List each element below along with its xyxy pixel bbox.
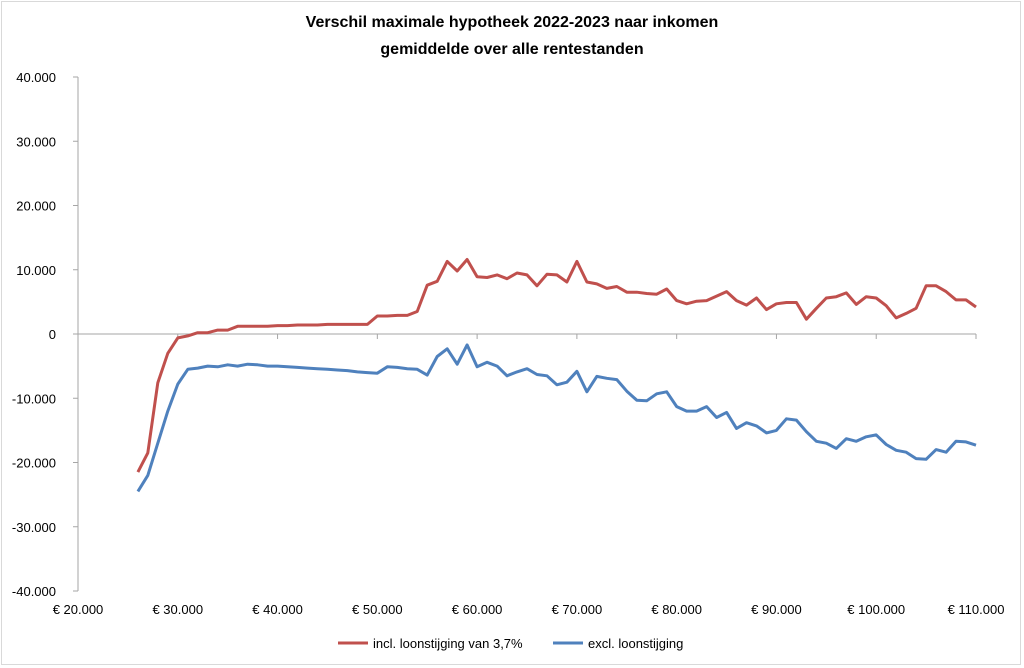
x-tick-label: € 70.000 [552, 602, 603, 617]
x-tick-label: € 20.000 [53, 602, 104, 617]
legend-label: excl. loonstijging [588, 636, 683, 651]
x-tick-label: € 50.000 [352, 602, 403, 617]
chart-subtitle: gemiddelde over alle rentestanden [380, 41, 643, 58]
y-tick-label: -40.000 [12, 584, 56, 599]
legend: incl. loonstijging van 3,7% excl. loonsti… [338, 636, 683, 651]
y-tick-label: 30.000 [16, 134, 56, 149]
y-tick-label: 40.000 [16, 70, 56, 85]
y-tick-label: 0 [49, 327, 56, 342]
x-tick-label: € 60.000 [452, 602, 503, 617]
series-group [136, 258, 977, 493]
y-tick-label: 10.000 [16, 263, 56, 278]
x-tick-label: € 80.000 [651, 602, 702, 617]
legend-label: incl. loonstijging van 3,7% [373, 636, 523, 651]
x-axis: € 20.000 € 30.000 € 40.000 € 50.000 € 60.000… [53, 333, 1005, 617]
x-tick-label: € 100.000 [847, 602, 905, 617]
series-line-excl [136, 343, 977, 493]
y-tick-label: 20.000 [16, 199, 56, 214]
y-axis: 40.000 30.000 20.000 10.000 0 -10.000 -20.000 -… [12, 70, 79, 599]
x-tick-label: € 40.000 [252, 602, 303, 617]
y-tick-label: -20.000 [12, 456, 56, 471]
y-tick-label: -30.000 [12, 520, 56, 535]
x-tick-label: € 30.000 [152, 602, 203, 617]
chart-title: Verschil maximale hypotheek 2022-2023 na… [306, 14, 719, 31]
x-tick-label: € 90.000 [751, 602, 802, 617]
series-line-incl [136, 258, 977, 473]
y-tick-label: -10.000 [12, 391, 56, 406]
x-tick-label: € 110.000 [948, 602, 1005, 617]
